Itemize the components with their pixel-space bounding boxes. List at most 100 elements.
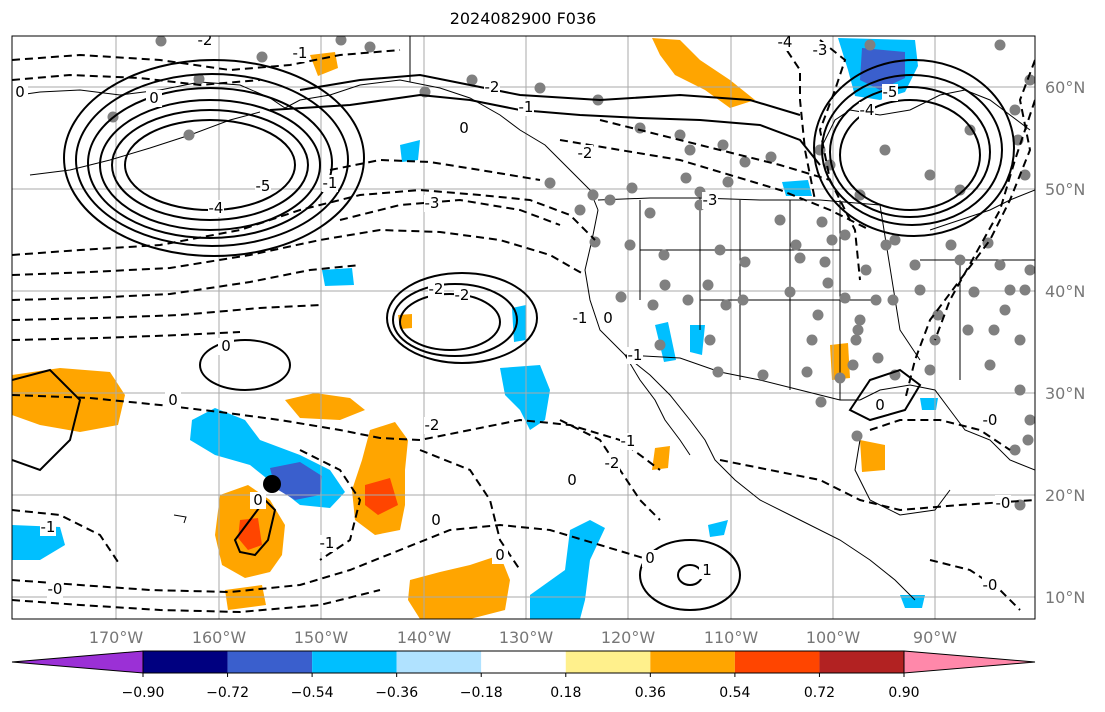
- contour-label-bg: [484, 79, 500, 96]
- contour-hi-solid: [233, 498, 277, 557]
- shade-orange-trop: [408, 555, 510, 619]
- colorbar-tick-label: 0.36: [635, 685, 666, 701]
- contour-label: -4: [860, 101, 875, 119]
- contour-ca-1: [399, 293, 501, 351]
- station-dot: [720, 299, 732, 311]
- contour-label: -1: [41, 518, 56, 536]
- lon-label: 100°W: [806, 628, 861, 647]
- coast-east: [929, 189, 1035, 231]
- station-dot: [1014, 334, 1026, 346]
- contour-label-bg: [292, 45, 308, 62]
- station-dot: [815, 396, 827, 408]
- station-dot: [654, 339, 666, 351]
- contour-label-bg: [322, 175, 338, 192]
- dash-15: [779, 39, 816, 201]
- station-dot: [954, 184, 966, 196]
- contour-label: 0: [459, 119, 469, 137]
- contour-label-bg: [995, 495, 1011, 512]
- contour-aleutian-2: [111, 109, 309, 221]
- colorbar-tick-label: −0.54: [291, 685, 334, 701]
- station-dot: [794, 252, 806, 264]
- shade-red-sub: [365, 478, 398, 515]
- contour-label: -2: [425, 416, 440, 434]
- contour-label-bg: [255, 178, 271, 195]
- contour-label-bg: [428, 281, 444, 298]
- shade-cyan-ca: [500, 365, 550, 430]
- contour-hudson-4: [813, 59, 1015, 237]
- dash-3: [12, 264, 361, 301]
- station-dot: [704, 334, 716, 346]
- station-dot: [826, 234, 838, 246]
- station-dot: [964, 124, 976, 136]
- colorbar-tick-label: −0.18: [460, 685, 503, 701]
- station-dot: [658, 249, 670, 261]
- contour-label-bg: [424, 195, 440, 212]
- contour-label: -1: [621, 432, 636, 450]
- dash-1: [12, 188, 596, 256]
- contour-label-bg: [577, 145, 593, 162]
- colorbar-segment: [734, 651, 820, 673]
- contour-solid-top2: [299, 73, 801, 116]
- station-dot: [784, 286, 796, 298]
- colorbar-tick-label: 0.18: [550, 685, 581, 701]
- contour-label-bg: [424, 417, 440, 434]
- dash-20: [299, 449, 362, 561]
- station-dot: [712, 366, 724, 378]
- contour-label-bg: [812, 42, 828, 59]
- station-dot: [589, 236, 601, 248]
- lat-label: 60°N: [1045, 78, 1085, 97]
- station-dot: [1014, 384, 1026, 396]
- station-dot: [870, 294, 882, 306]
- station-dot: [615, 291, 627, 303]
- shade-cyan-mt: [782, 180, 812, 196]
- station-dot: [860, 264, 872, 276]
- coast-gulf: [859, 384, 1035, 471]
- station-dot: [999, 304, 1011, 316]
- station-dot: [155, 36, 167, 47]
- contour-label-bg: [982, 577, 998, 594]
- lon-label: 110°W: [704, 628, 759, 647]
- coast-aleutians: [29, 111, 261, 176]
- station-dot: [702, 279, 714, 291]
- map-title: 2024082900 F036: [449, 9, 597, 28]
- contour-label: 0: [603, 309, 613, 327]
- contour-aleutian-5: [75, 73, 349, 247]
- station-dot: [790, 239, 802, 251]
- colorbar-extend-low: [11, 650, 144, 674]
- contour-label-bg: [702, 192, 718, 209]
- contour-label-bg: [982, 412, 998, 429]
- station-dot: [806, 334, 818, 346]
- station-dot: [852, 324, 864, 336]
- contour-central-0: [199, 339, 291, 391]
- contour-label: -4: [209, 199, 224, 217]
- lon-label: 120°W: [601, 628, 656, 647]
- station-dot: [737, 294, 749, 306]
- contour-label: -1: [519, 98, 534, 116]
- station-dot: [839, 229, 851, 241]
- shade-cyan-carib: [900, 595, 925, 608]
- station-dot: [812, 309, 824, 321]
- contour-label: 0: [149, 89, 159, 107]
- contour-ca-3: [386, 272, 538, 364]
- storm-center-marker: [263, 475, 281, 493]
- contour-label-bg: [872, 397, 888, 414]
- coast-alaska: [12, 79, 599, 211]
- shade-cyan-pnw: [400, 140, 420, 162]
- contour-aleutian-6: [63, 59, 365, 257]
- station-dot: [822, 277, 834, 289]
- dash-12: [904, 59, 1035, 401]
- contour-label-bg: [492, 547, 508, 564]
- contour-label: -4: [778, 33, 793, 51]
- dashed-contours: [12, 39, 1035, 614]
- station-dot: [1009, 444, 1021, 456]
- contour-label: -2: [485, 78, 500, 96]
- station-dot: [1009, 104, 1021, 116]
- colorbar-tick-label: −0.90: [122, 685, 165, 701]
- contour-solid-top: [269, 93, 821, 166]
- colorbar: −0.90 −0.72 −0.54 −0.36 −0.18 0.18 0.36 0.54 0.7…: [11, 650, 1036, 701]
- colorbar-tick-label: 0.72: [804, 685, 835, 701]
- station-dot: [722, 176, 734, 188]
- contour-label-bg: [642, 550, 658, 567]
- contour-label: 0: [645, 549, 655, 567]
- colorbar-outline: [142, 650, 905, 674]
